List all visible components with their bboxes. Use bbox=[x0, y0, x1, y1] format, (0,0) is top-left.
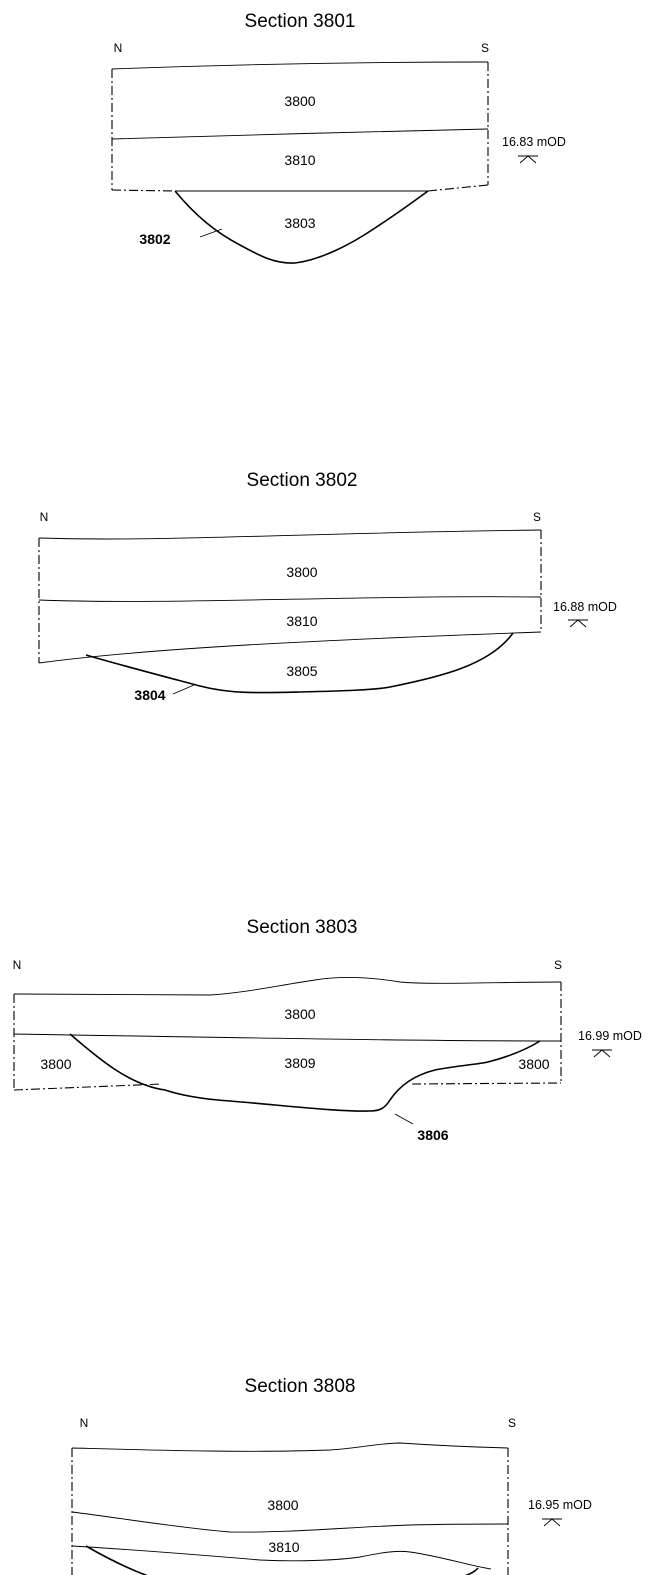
layer-boundary-line bbox=[38, 596, 542, 602]
section-title: Section 3802 bbox=[247, 470, 358, 491]
datum-level-icon bbox=[592, 1049, 612, 1058]
cut-profile-line bbox=[69, 1033, 541, 1112]
context-label: 3800 bbox=[286, 564, 317, 580]
ground-surface-line bbox=[13, 977, 562, 996]
north-label: N bbox=[80, 1416, 89, 1430]
south-label: S bbox=[533, 510, 541, 524]
section-3803: Section 3803 N S 3800 3800 3809 3800 380… bbox=[13, 917, 642, 1143]
section-3802: Section 3802 N S 3800 3810 3805 3804 16.… bbox=[38, 470, 617, 703]
north-label: N bbox=[114, 41, 123, 55]
cut-profile-line bbox=[85, 1545, 148, 1575]
cut-profile-line bbox=[465, 1567, 479, 1575]
context-label: 3809 bbox=[284, 1055, 315, 1071]
section-title: Section 3808 bbox=[245, 1376, 356, 1397]
cut-profile-line bbox=[85, 632, 514, 694]
section-base-left bbox=[111, 189, 176, 192]
lower-layer-boundary-line bbox=[38, 631, 542, 664]
section-title: Section 3801 bbox=[245, 11, 356, 32]
context-label: 3800 bbox=[284, 1006, 315, 1022]
section-base-left bbox=[13, 1083, 163, 1091]
north-label: N bbox=[40, 510, 49, 524]
south-label: S bbox=[481, 41, 489, 55]
context-label: 3803 bbox=[284, 215, 315, 231]
section-title: Section 3803 bbox=[247, 917, 358, 938]
cut-leader-line bbox=[172, 684, 195, 695]
cut-profile-line bbox=[174, 190, 429, 264]
cut-label: 3804 bbox=[134, 687, 165, 703]
ground-surface-line bbox=[38, 529, 542, 540]
layer-boundary-line bbox=[71, 1511, 509, 1533]
cut-label: 3806 bbox=[417, 1127, 448, 1143]
ground-surface-line bbox=[111, 61, 489, 70]
level-label: 16.95 mOD bbox=[528, 1498, 592, 1512]
context-label: 3800 bbox=[518, 1056, 549, 1072]
level-label: 16.99 mOD bbox=[578, 1029, 642, 1043]
datum-level-icon bbox=[518, 155, 538, 164]
context-label: 3810 bbox=[286, 613, 317, 629]
context-label: 3810 bbox=[268, 1539, 299, 1555]
level-label: 16.83 mOD bbox=[502, 135, 566, 149]
datum-level-icon bbox=[568, 619, 588, 628]
datum-level-icon bbox=[542, 1518, 562, 1527]
cut-leader-line bbox=[199, 228, 223, 238]
section-base-right bbox=[411, 1082, 562, 1085]
ground-surface-line bbox=[71, 1442, 509, 1452]
layer-boundary-line bbox=[111, 128, 489, 140]
level-label: 16.88 mOD bbox=[553, 600, 617, 614]
context-label: 3800 bbox=[40, 1056, 71, 1072]
south-label: S bbox=[554, 958, 562, 972]
context-label: 3800 bbox=[284, 93, 315, 109]
section-base-right bbox=[427, 184, 489, 192]
context-label: 3810 bbox=[284, 152, 315, 168]
context-label: 3805 bbox=[286, 663, 317, 679]
section-3808: Section 3808 N S 3800 3810 3809 16.95 mO… bbox=[71, 1376, 592, 1575]
context-label: 3800 bbox=[267, 1497, 298, 1513]
cut-leader-line bbox=[394, 1113, 414, 1125]
north-label: N bbox=[13, 958, 22, 972]
lower-layer-boundary-line bbox=[71, 1545, 492, 1570]
cut-label: 3802 bbox=[139, 231, 170, 247]
section-3801: Section 3801 N S 3800 3810 3803 3802 16.… bbox=[111, 11, 566, 264]
south-label: S bbox=[508, 1416, 516, 1430]
layer-boundary-line bbox=[13, 1033, 562, 1042]
